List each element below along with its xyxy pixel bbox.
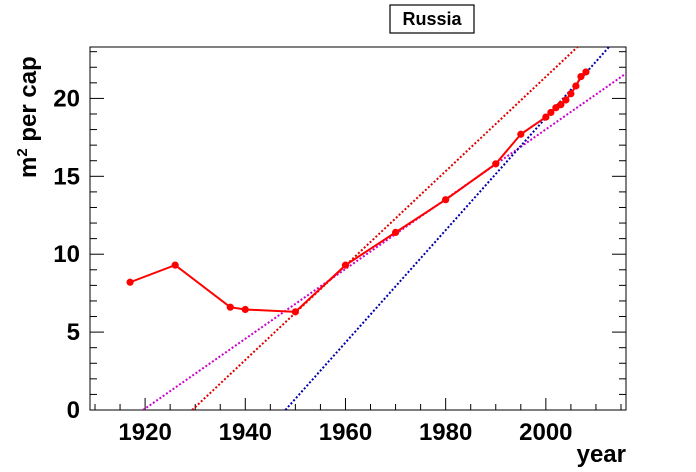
x-tick-label: 1920 (118, 419, 171, 446)
data-point (582, 68, 590, 76)
chart-title: Russia (402, 9, 462, 29)
y-axis-title-base: m (15, 157, 42, 178)
data-point (391, 228, 400, 236)
y-tick-label: 0 (67, 397, 80, 424)
data-point (226, 303, 234, 311)
tick-labels: 1920 1940 1960 1980 2000 0 5 10 15 20 (53, 85, 572, 446)
x-tick-label: 1940 (219, 419, 272, 446)
data-point (341, 261, 350, 269)
y-tick-label: 15 (53, 163, 80, 190)
title-box (389, 4, 475, 34)
data-point (567, 90, 575, 98)
data-series (126, 68, 590, 316)
data-point (517, 130, 525, 138)
data-point (442, 196, 450, 204)
x-tick-label: 1980 (419, 419, 472, 446)
y-tick-label: 5 (67, 319, 80, 346)
data-point (171, 261, 179, 269)
x-tick-label: 2000 (519, 419, 572, 446)
y-tick-label: 20 (53, 85, 80, 112)
data-point (547, 108, 555, 117)
data-point (572, 82, 580, 90)
data-point (562, 96, 570, 104)
x-tick-label: 1960 (319, 419, 372, 446)
data-point (557, 101, 565, 109)
data-point (241, 305, 249, 314)
data-point (291, 308, 299, 316)
y-axis-title: m2 per cap (14, 56, 42, 178)
axis-ticks (90, 51, 626, 411)
data-point (577, 73, 585, 81)
data-point (126, 278, 134, 286)
fit-line (191, 47, 579, 410)
x-axis-title: year (577, 441, 626, 468)
y-axis-title-rest: per cap (15, 56, 42, 148)
plot-frame (89, 46, 627, 411)
y-axis-title-sup: 2 (14, 148, 31, 156)
y-tick-label: 10 (53, 241, 80, 268)
data-point (542, 113, 550, 121)
data-point (492, 160, 500, 168)
